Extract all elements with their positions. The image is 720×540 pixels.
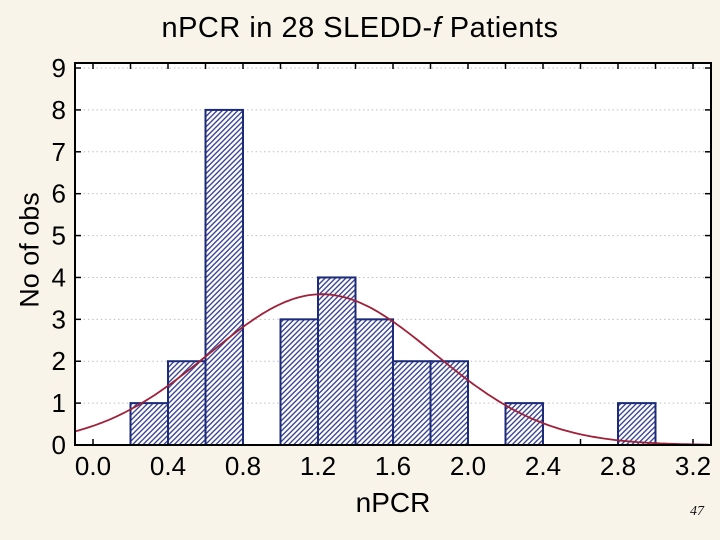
y-tick-label: 4 [52,262,66,292]
x-tick-label: 1.2 [300,451,336,481]
x-tick-label: 0.8 [225,451,261,481]
histogram-bar [129,402,169,447]
plot-frame [74,62,712,446]
y-tick-label: 6 [52,179,66,209]
y-tick-label: 5 [52,221,66,251]
x-tick-label: 2.8 [600,451,636,481]
chart-title-part: nPCR in 28 SLEDD- [161,12,433,44]
y-tick-label: 8 [52,95,66,125]
histogram-bar [429,360,469,446]
y-tick-label: 2 [52,346,66,376]
histogram-bar [317,276,357,446]
y-tick-label: 1 [52,388,66,418]
x-axis-title: nPCR [355,487,431,518]
y-tick-label: 9 [52,53,66,83]
chart-title-part-italic: f [432,12,442,44]
histogram-bar [279,318,319,446]
histogram-bar [504,402,544,447]
y-tick-label: 3 [52,304,66,334]
x-tick-label: 1.6 [375,451,411,481]
page-number: 47 [690,504,704,519]
y-tick-label: 7 [52,137,66,167]
histogram-bar [392,360,432,446]
x-tick-label: 2.4 [525,451,561,481]
chart-title: nPCR in 28 SLEDD-f Patients [0,12,720,45]
y-tick-label: 0 [52,430,66,460]
normal-curve [74,293,709,446]
x-tick-label: 3.2 [675,451,711,481]
x-tick-label: 0.0 [75,451,111,481]
x-tick-label: 2.0 [450,451,486,481]
x-tick-label: 0.4 [150,451,186,481]
histogram-bar [617,402,657,447]
histogram-bar [167,360,207,446]
chart-title-part: Patients [441,12,559,44]
histogram-bar [204,108,244,446]
histogram-bar [354,318,394,446]
